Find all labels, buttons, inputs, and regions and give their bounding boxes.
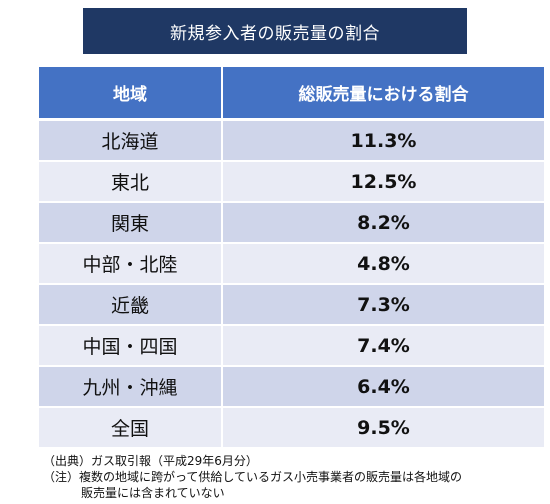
- table-row: 北海道 11.3%: [39, 118, 544, 161]
- note-line-1: （注）複数の地域に跨がって供給しているガス小売事業者の販売量は各地域の: [43, 470, 463, 484]
- share-value-cell: 8.2%: [221, 201, 544, 243]
- table-row: 関東 8.2%: [39, 201, 544, 243]
- share-value-cell: 7.3%: [221, 283, 544, 325]
- table-row: 中部・北陸 4.8%: [39, 242, 544, 284]
- table-body: 北海道 11.3% 東北 12.5% 関東 8.2% 中部・北陸 4.8% 近畿 7.3% 中国・四…: [39, 118, 544, 447]
- table-row: 近畿 7.3%: [39, 283, 544, 325]
- share-value-cell: 6.4%: [221, 365, 544, 407]
- region-cell: 東北: [39, 160, 222, 202]
- table-row: 東北 12.5%: [39, 160, 544, 202]
- region-cell: 関東: [39, 201, 222, 243]
- region-cell: 中部・北陸: [39, 242, 222, 284]
- source-note: （出典）ガス取引報（平成29年6月分）: [43, 454, 258, 468]
- region-cell: 近畿: [39, 283, 222, 325]
- share-value-cell: 12.5%: [221, 160, 544, 202]
- region-cell: 中国・四国: [39, 324, 222, 366]
- chart-title: 新規参入者の販売量の割合: [83, 8, 467, 54]
- footnotes: （出典）ガス取引報（平成29年6月分） （注）複数の地域に跨がって供給しているガ…: [43, 453, 548, 501]
- share-value-cell: 11.3%: [221, 118, 544, 161]
- header-share: 総販売量における割合: [221, 67, 544, 121]
- note-line-2: 販売量には含まれていない: [81, 486, 225, 500]
- region-cell: 全国: [39, 406, 222, 447]
- region-cell: 北海道: [39, 118, 222, 161]
- ratio-table: 地域 総販売量における割合 北海道 11.3% 東北 12.5% 関東 8.2% 中部・北陸…: [39, 67, 544, 447]
- table-row: 全国 9.5%: [39, 406, 544, 447]
- table-header-row: 地域 総販売量における割合: [39, 67, 544, 121]
- table-row: 九州・沖縄 6.4%: [39, 365, 544, 407]
- share-value-cell: 9.5%: [221, 406, 544, 447]
- table-row: 中国・四国 7.4%: [39, 324, 544, 366]
- share-value-cell: 7.4%: [221, 324, 544, 366]
- share-value-cell: 4.8%: [221, 242, 544, 284]
- region-cell: 九州・沖縄: [39, 365, 222, 407]
- header-region: 地域: [39, 67, 222, 121]
